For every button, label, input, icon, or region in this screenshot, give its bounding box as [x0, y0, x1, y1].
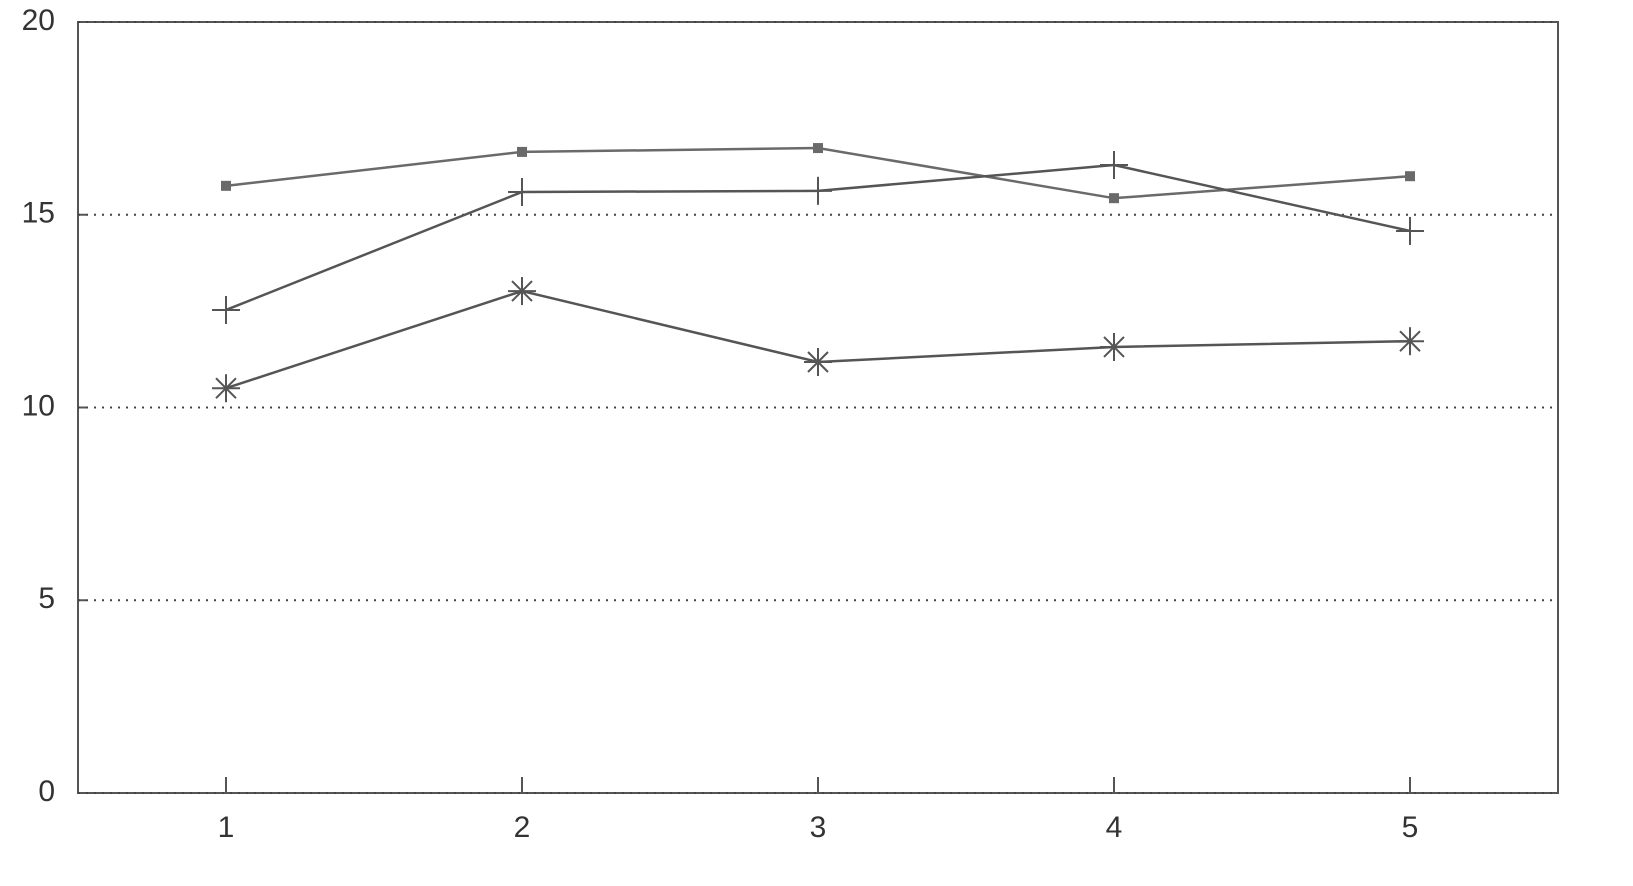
point-marker — [1100, 151, 1128, 179]
x-tick-label: 3 — [810, 811, 827, 844]
y-tick-label: 20 — [22, 4, 55, 37]
point-marker — [212, 296, 240, 324]
point-marker — [1396, 217, 1424, 245]
point-marker — [212, 374, 240, 402]
chart: 0 5 10 15 20 1 2 3 4 5 — [0, 0, 1633, 886]
y-tick-label: 10 — [22, 389, 55, 422]
x-tick-label: 2 — [514, 811, 531, 844]
point-marker — [1406, 172, 1414, 180]
point-marker — [508, 178, 536, 206]
point-marker — [508, 277, 536, 305]
point-marker — [1396, 327, 1424, 355]
point-marker — [804, 177, 832, 205]
point-marker — [814, 144, 822, 152]
point-marker — [1110, 194, 1118, 202]
point-marker — [222, 182, 230, 190]
y-tick-label: 5 — [38, 582, 55, 615]
x-tick-label: 4 — [1106, 811, 1123, 844]
point-marker — [804, 348, 832, 376]
point-marker — [1100, 333, 1128, 361]
x-tick-label: 1 — [218, 811, 235, 844]
y-tick-label: 15 — [22, 197, 55, 230]
x-tick-label: 5 — [1402, 811, 1419, 844]
y-tick-label: 0 — [38, 775, 55, 808]
point-marker — [518, 148, 526, 156]
